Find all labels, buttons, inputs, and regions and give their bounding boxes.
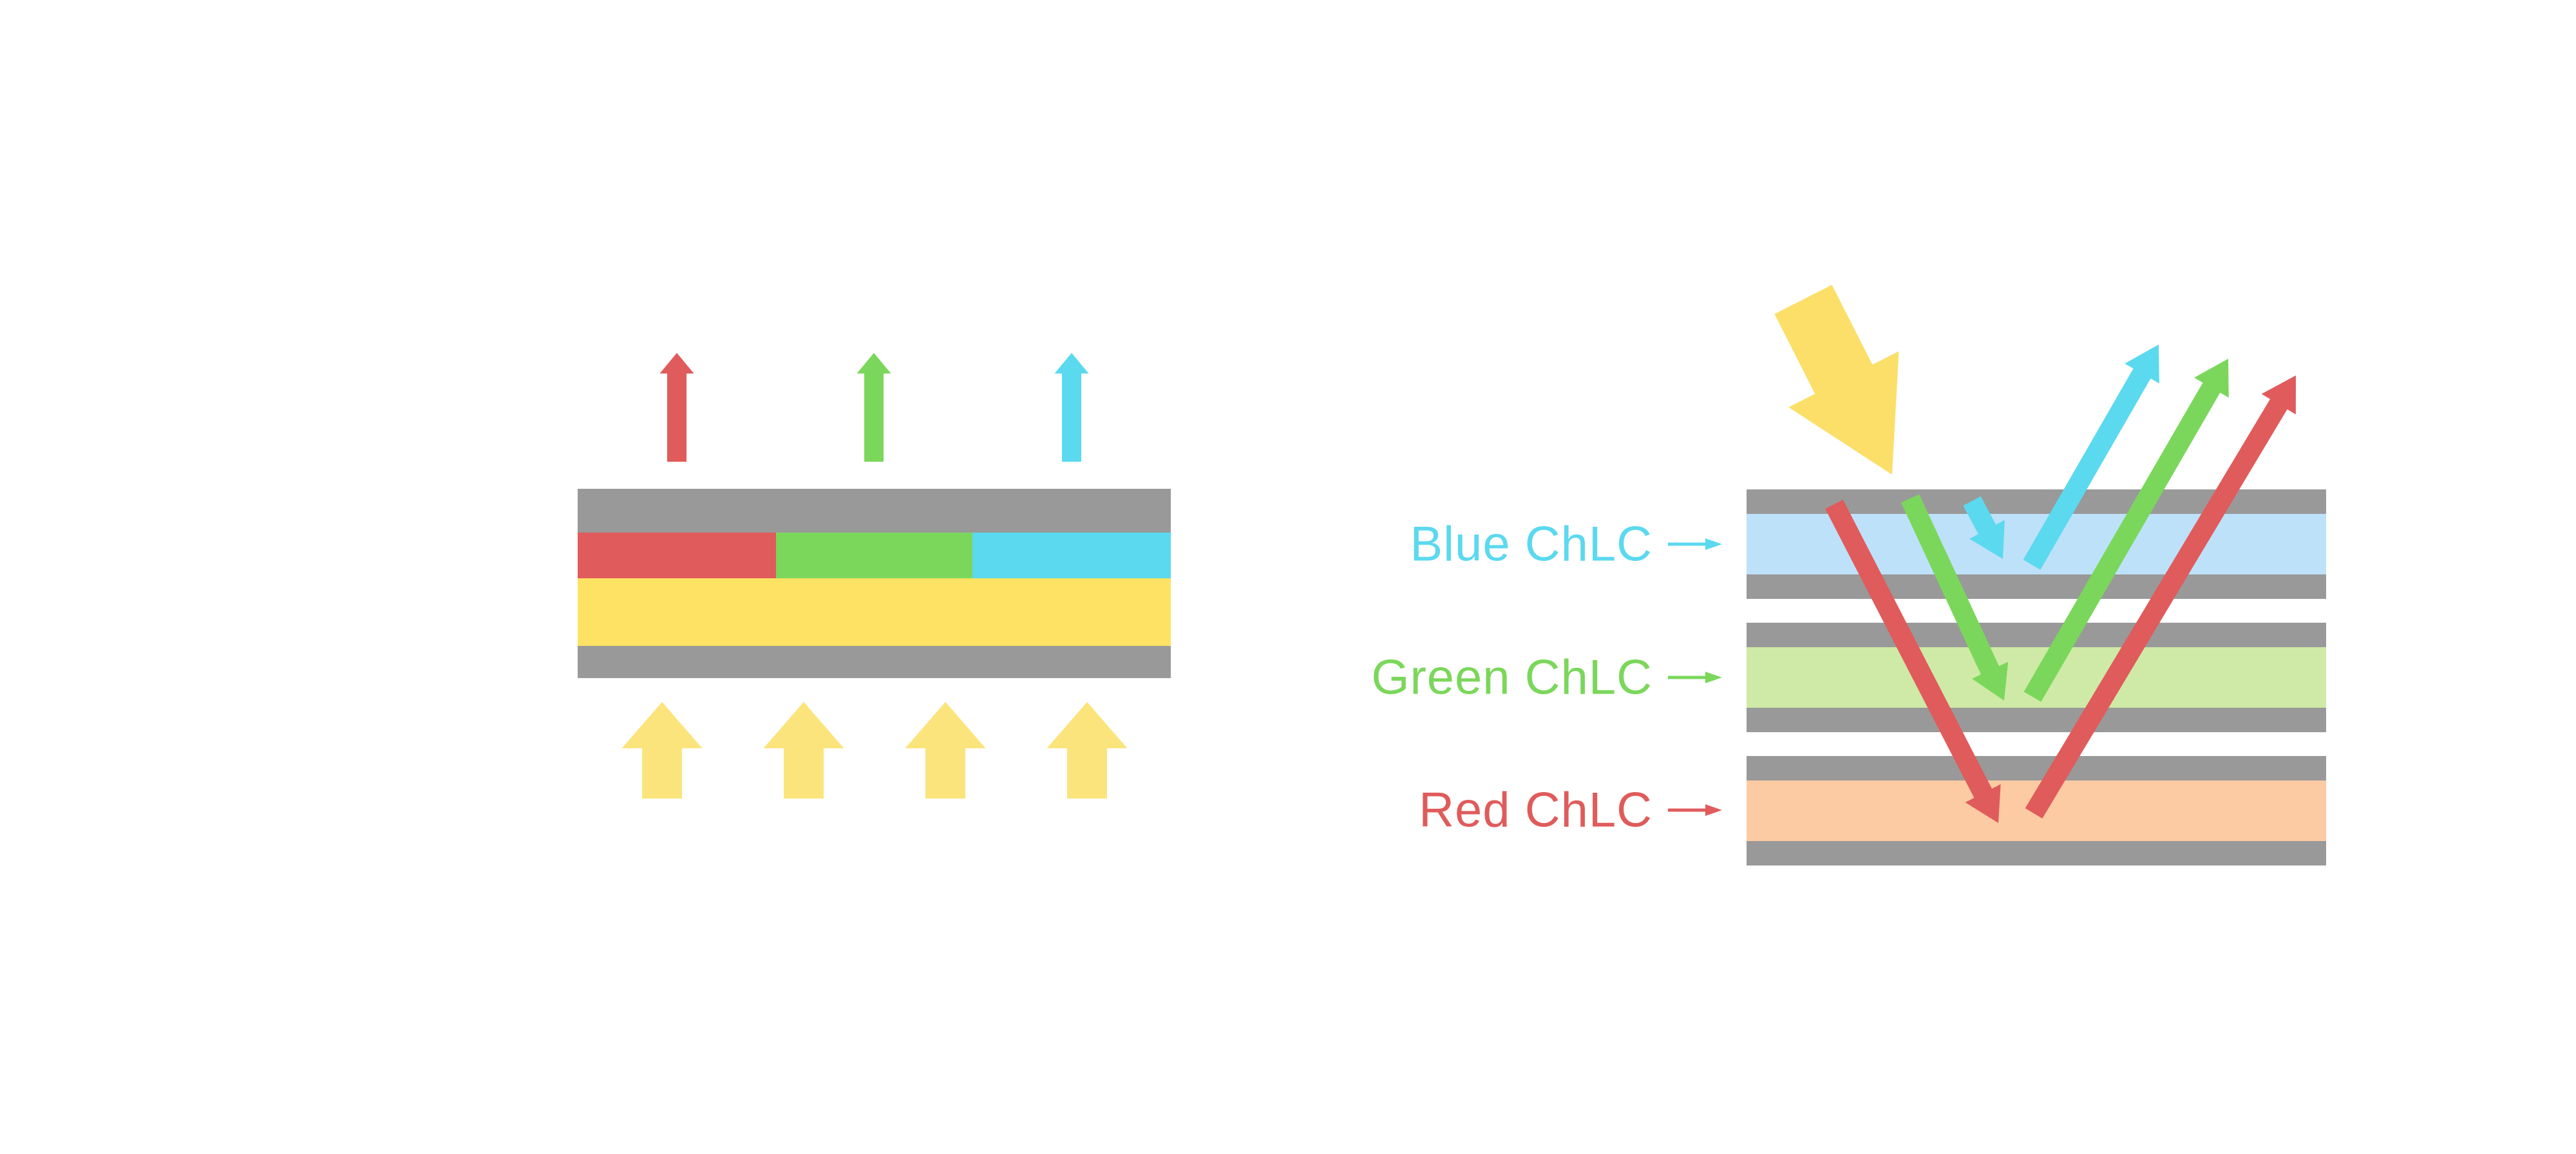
back-glass-layer — [578, 646, 1171, 678]
blue-cell-bottom-glass — [1747, 574, 2326, 599]
red-chlc-pointer-arrow — [1668, 804, 1722, 816]
blue-chlc-pointer-arrow — [1668, 538, 1722, 550]
front-glass-layer — [578, 489, 1171, 533]
green-beam-up-arrow — [2023, 359, 2229, 702]
backlight-arrow-4 — [1046, 702, 1128, 799]
backlight-layer — [578, 578, 1171, 646]
incident-white-light-arrow — [1774, 285, 1899, 475]
red-cell-bottom-glass — [1747, 841, 2326, 866]
red-filter-segment — [578, 533, 776, 578]
red-cell-top-glass — [1747, 756, 2326, 780]
backlight-arrow-3 — [905, 702, 986, 799]
green-chlc-label: Green ChLC — [1371, 650, 1653, 705]
backlight-arrow-2 — [763, 702, 844, 799]
cyan-beam-up-arrow — [2023, 345, 2159, 570]
cyan-emitted-arrow — [1054, 353, 1089, 462]
green-filter-segment — [776, 533, 972, 578]
cyan-beam-down-arrow — [1963, 496, 2005, 559]
cyan-filter-segment — [972, 533, 1171, 578]
red-beam-down-arrow — [1825, 499, 2001, 823]
red-beam-up-arrow — [2025, 375, 2296, 818]
green-beam-down-arrow — [1900, 494, 2009, 701]
green-emitted-arrow — [857, 353, 891, 462]
green-chlc-pointer-arrow — [1668, 672, 1722, 683]
green-cell-bottom-glass — [1747, 708, 2326, 732]
red-emitted-arrow — [659, 353, 694, 462]
chlc-reflection-beams — [1774, 285, 2296, 823]
backlit-rgb-display-diagram — [578, 353, 1171, 799]
blue-chlc-label: Blue ChLC — [1410, 517, 1653, 572]
red-chlc-label: Red ChLC — [1419, 783, 1653, 838]
green-cell-top-glass — [1747, 623, 2326, 647]
backlight-arrow-1 — [621, 702, 703, 799]
chlc-layer-labels: Blue ChLC Green ChLC Red ChLC — [1371, 517, 1722, 838]
